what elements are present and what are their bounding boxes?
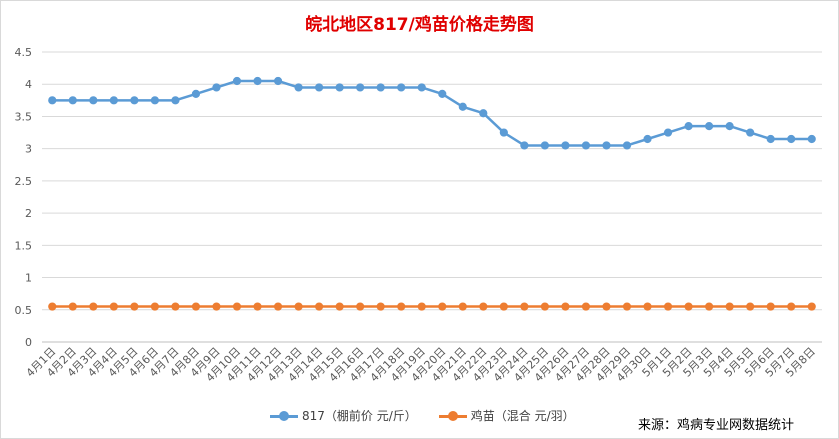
data-point	[581, 302, 591, 311]
data-point	[458, 102, 467, 111]
legend-item-817: 817（棚前价 元/斤）	[270, 407, 417, 424]
y-tick-label: 4	[25, 78, 32, 91]
data-point	[48, 96, 57, 105]
data-point	[253, 302, 262, 311]
data-point	[746, 128, 755, 137]
legend-label-817: 817（棚前价 元/斤）	[302, 409, 417, 423]
data-point	[150, 96, 159, 105]
y-tick-label: 1.5	[15, 239, 33, 252]
data-point	[150, 302, 159, 311]
data-point	[540, 141, 549, 150]
data-point	[191, 89, 201, 98]
series-line-0	[52, 79, 812, 147]
source-note: 来源：鸡病专业网数据统计	[638, 418, 795, 433]
data-point	[561, 302, 570, 311]
data-point	[602, 141, 611, 150]
data-point	[397, 302, 406, 311]
data-point	[171, 302, 180, 311]
data-point	[191, 302, 201, 311]
y-tick-label: 0.5	[15, 304, 33, 317]
data-point	[622, 141, 632, 150]
data-point	[561, 141, 570, 150]
chart-title: 皖北地区817/鸡苗价格走势图	[305, 15, 534, 35]
data-point	[109, 96, 118, 105]
data-point	[232, 302, 242, 311]
data-point	[171, 96, 180, 105]
data-point	[499, 128, 508, 137]
data-point	[479, 109, 488, 118]
data-point	[458, 302, 467, 311]
data-point	[663, 128, 673, 137]
data-point	[335, 83, 344, 92]
legend-item-chick: 鸡苗（混合 元/羽）	[438, 407, 575, 424]
y-tick-label: 3.5	[15, 110, 33, 123]
data-point	[89, 302, 98, 311]
data-point	[356, 302, 365, 311]
y-tick-label: 2.5	[15, 175, 33, 188]
y-tick-label: 2	[25, 207, 32, 220]
y-tick-label: 0	[25, 336, 32, 349]
data-point	[499, 302, 508, 311]
data-point	[663, 302, 673, 311]
data-point	[356, 83, 365, 92]
data-point	[643, 302, 652, 311]
data-point	[48, 302, 57, 311]
data-point	[294, 302, 303, 311]
data-point	[438, 89, 447, 98]
data-point	[520, 141, 529, 150]
data-point	[787, 302, 796, 311]
data-point	[68, 96, 77, 105]
data-point	[273, 302, 283, 311]
data-point	[376, 302, 385, 311]
data-point	[479, 302, 488, 311]
data-point	[109, 302, 118, 311]
data-point	[315, 302, 324, 311]
data-point	[746, 302, 755, 311]
data-point	[397, 83, 406, 92]
data-point	[725, 302, 734, 311]
legend-swatch-chick	[438, 410, 467, 422]
data-point	[294, 83, 303, 92]
data-point	[807, 134, 816, 144]
legend-label-chick: 鸡苗（混合 元/羽）	[470, 409, 575, 423]
data-point	[807, 302, 816, 311]
data-point	[417, 83, 426, 92]
data-point	[725, 122, 734, 131]
data-point	[643, 134, 652, 144]
data-point	[315, 83, 324, 92]
data-point	[417, 302, 426, 311]
data-point	[232, 76, 242, 86]
data-point	[705, 302, 714, 311]
data-point	[89, 96, 98, 105]
chart-legend: 817（棚前价 元/斤） 鸡苗（混合 元/羽）	[270, 407, 597, 424]
data-point	[684, 122, 693, 131]
data-point	[766, 134, 775, 144]
legend-swatch-817	[270, 410, 298, 422]
y-tick-label: 3	[25, 143, 32, 156]
data-point	[438, 302, 447, 311]
data-point	[520, 302, 529, 311]
data-point	[766, 302, 775, 311]
data-point	[212, 83, 221, 92]
data-point	[68, 302, 77, 311]
data-point	[684, 302, 693, 311]
data-point	[540, 302, 549, 311]
data-point	[376, 83, 385, 92]
data-point	[787, 134, 796, 144]
data-point	[705, 122, 714, 131]
data-point	[622, 302, 632, 311]
data-point	[212, 302, 221, 311]
data-point	[335, 302, 344, 311]
data-point	[130, 302, 139, 311]
y-tick-label: 4.5	[15, 46, 33, 59]
data-point	[581, 141, 591, 150]
data-point	[273, 76, 283, 86]
data-point	[253, 76, 262, 86]
data-point	[130, 96, 139, 105]
data-point	[602, 302, 611, 311]
y-tick-label: 1	[25, 272, 32, 285]
